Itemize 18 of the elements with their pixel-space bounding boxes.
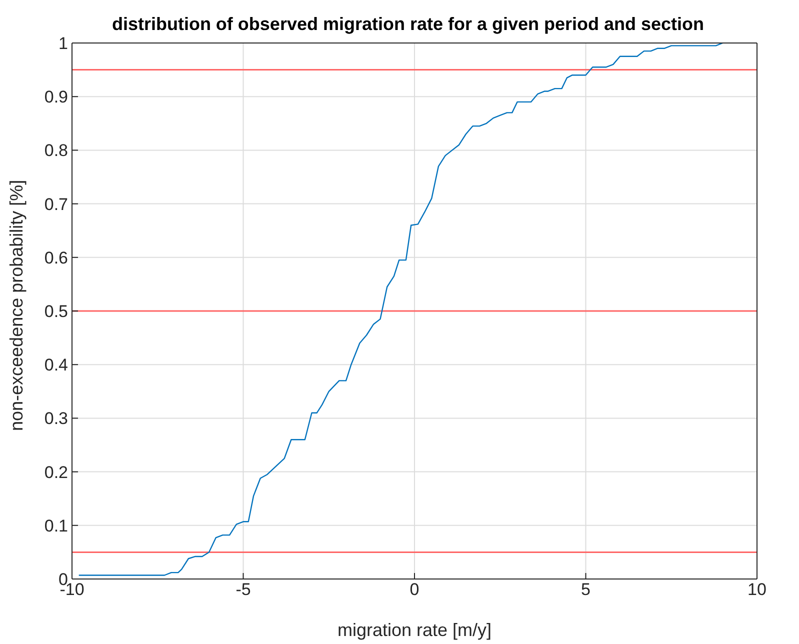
y-axis-title: non-exceedence probability [%] (6, 180, 26, 431)
chart-title: distribution of observed migration rate for a given period and section (110, 14, 706, 35)
x-axis-title: migration rate [m/y] (337, 620, 492, 640)
y-tick-label: 0.3 (44, 409, 68, 428)
y-tick-label: 0.6 (44, 248, 68, 268)
y-tick-label: 0.4 (44, 356, 68, 375)
y-tick-label: 0.7 (44, 194, 68, 214)
x-tick-label: 5 (581, 580, 590, 600)
x-tick-label: 10 (748, 580, 766, 600)
y-tick-label: 0.1 (44, 516, 68, 536)
y-tick-label: 0.2 (44, 462, 68, 482)
y-tick-label: 0.9 (44, 88, 68, 107)
x-tick-label: 0 (410, 580, 420, 600)
x-tick-label: -5 (236, 580, 251, 600)
line-series (78, 43, 724, 576)
y-tick-label: 0.8 (44, 141, 68, 160)
y-tick-label: 1 (58, 34, 68, 54)
y-tick-label: 0.5 (44, 302, 68, 322)
